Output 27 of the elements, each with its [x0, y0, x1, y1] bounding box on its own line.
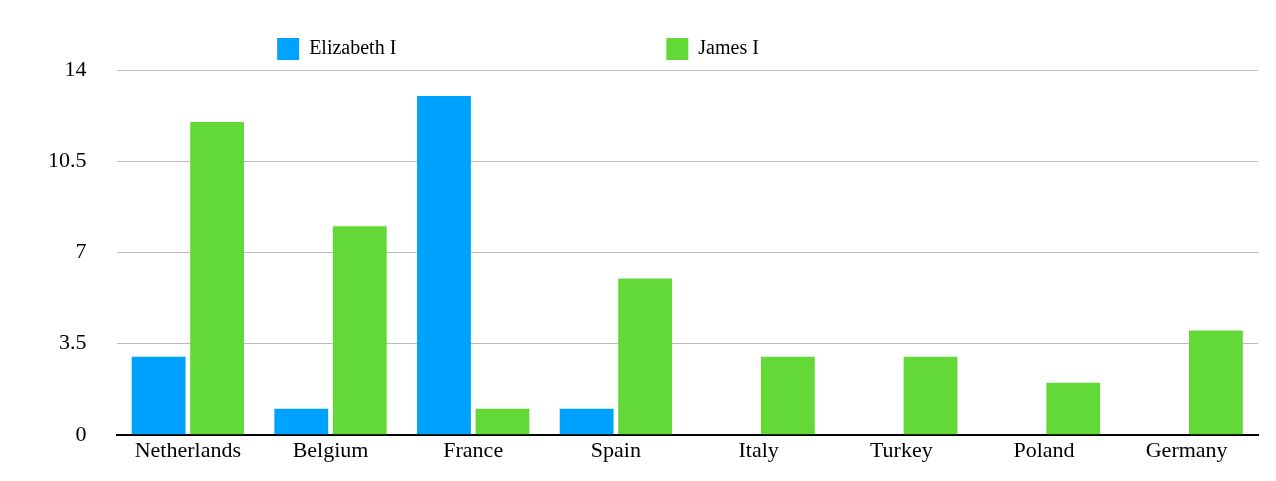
x-tick-label: Turkey: [869, 436, 933, 462]
bar: [131, 356, 186, 435]
y-tick-label: 14: [64, 55, 87, 81]
y-tick-label: 0: [75, 420, 87, 446]
x-tick-label: Germany: [1145, 436, 1228, 462]
x-tick-label: Belgium: [292, 436, 369, 462]
x-tick-label: Italy: [738, 436, 779, 462]
bar: [903, 356, 958, 435]
bar: [760, 356, 815, 435]
bar: [618, 278, 673, 435]
bar: [417, 96, 471, 435]
legend-label: Elizabeth I: [309, 36, 637, 59]
x-tick-label: France: [443, 436, 504, 462]
x-tick-label: Netherlands: [134, 436, 241, 462]
bar: [559, 408, 614, 435]
bar: [1189, 330, 1243, 435]
bar: [1046, 382, 1101, 435]
legend-label: James I: [698, 36, 999, 59]
x-tick-label: Poland: [1013, 436, 1075, 462]
y-tick-label: 7: [75, 238, 87, 264]
bar: [274, 408, 329, 435]
y-tick-label: 3.5: [59, 329, 87, 355]
y-tick-label: 10.5: [48, 146, 87, 172]
bar: [475, 408, 530, 435]
bar: [190, 122, 245, 435]
bar: [332, 226, 387, 435]
x-tick-label: Spain: [590, 436, 641, 462]
